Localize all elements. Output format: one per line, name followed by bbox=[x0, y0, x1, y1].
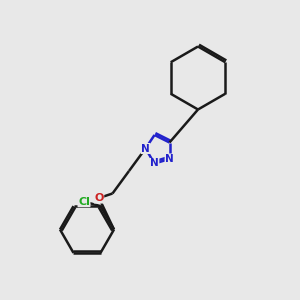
Text: N: N bbox=[165, 154, 174, 164]
Text: Cl: Cl bbox=[78, 196, 90, 207]
Text: N: N bbox=[141, 143, 150, 154]
Text: N: N bbox=[150, 158, 159, 169]
Text: O: O bbox=[94, 193, 104, 203]
